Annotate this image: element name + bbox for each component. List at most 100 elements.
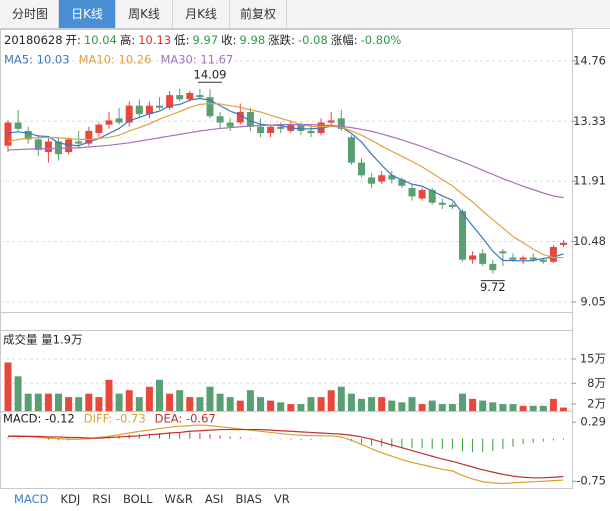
- volume-bar: [216, 393, 224, 411]
- legend-entry: MACD: -0.12: [3, 412, 75, 426]
- legend-entry: MA10: 10.26: [79, 53, 152, 67]
- indicator-tab[interactable]: VR: [273, 492, 290, 506]
- quote-value: -0.80%: [360, 33, 402, 47]
- volume-bar: [44, 393, 52, 411]
- volume-bar: [206, 386, 214, 411]
- candle-body: [24, 130, 32, 140]
- volume-bar: [95, 397, 103, 411]
- candle-body: [277, 126, 285, 129]
- quote-label: 开:: [65, 33, 81, 47]
- candle-body: [297, 124, 305, 131]
- legend-entry: MA30: 11.67: [160, 53, 233, 67]
- candle-body: [560, 242, 567, 245]
- candle-body: [75, 141, 83, 144]
- quote-value: 9.98: [239, 33, 266, 47]
- volume-bar: [65, 397, 73, 411]
- panel-title: 成交量 量1.9万: [3, 333, 82, 347]
- ma-line: [7, 124, 564, 199]
- candle-body: [307, 130, 315, 134]
- volume-bar: [186, 397, 194, 411]
- candle-body: [368, 177, 376, 184]
- volume-bar: [24, 393, 32, 411]
- indicator-tab[interactable]: RSI: [92, 492, 111, 506]
- volume-bar: [529, 405, 537, 411]
- period-tab[interactable]: 月K线: [173, 0, 230, 28]
- y-tick-label: 11.91: [573, 174, 606, 188]
- candle-body: [44, 141, 52, 153]
- macd-line: [8, 428, 564, 479]
- quote-label: 收:: [221, 33, 237, 47]
- volume-bar: [378, 397, 386, 411]
- quote-label: 低:: [174, 33, 190, 47]
- indicator-tab[interactable]: MACD: [14, 492, 49, 506]
- volume-bar: [489, 402, 497, 411]
- ma-line: [7, 97, 564, 262]
- period-tab[interactable]: 周K线: [116, 0, 173, 28]
- candle-body: [337, 118, 345, 129]
- volume-bar: [34, 393, 42, 411]
- candle-body: [428, 190, 436, 203]
- volume-bar: [519, 405, 527, 411]
- volume-bar: [469, 398, 477, 411]
- candle-body: [459, 211, 466, 260]
- period-tab[interactable]: 前复权: [230, 0, 287, 28]
- candle-body: [206, 97, 214, 117]
- indicator-tab[interactable]: KDJ: [60, 492, 81, 506]
- volume-bar: [196, 397, 204, 411]
- candle-body: [358, 162, 365, 176]
- volume-bar: [115, 393, 123, 411]
- candle-body: [509, 257, 517, 260]
- y-tick-label: 13.33: [573, 114, 606, 128]
- period-tab[interactable]: 日K线: [59, 0, 116, 28]
- y-tick-label: 8万: [587, 376, 606, 390]
- volume-bar: [307, 397, 315, 411]
- candle-body: [95, 124, 103, 134]
- volume-bar: [166, 393, 174, 411]
- candle-body: [115, 118, 123, 123]
- candle-body: [378, 175, 386, 182]
- quote-value: 10.04: [83, 33, 117, 47]
- legend-entry: DIFF: -0.73: [84, 412, 146, 426]
- indicator-tab[interactable]: BIAS: [235, 492, 262, 506]
- quote-label: 涨幅:: [330, 33, 358, 47]
- y-tick-label: 0.29: [580, 415, 606, 429]
- volume-bar: [4, 362, 12, 411]
- candle-body: [257, 126, 264, 134]
- candle-body: [398, 179, 406, 186]
- ma-line: [7, 102, 564, 259]
- candle-body: [196, 95, 204, 98]
- candle-body: [236, 111, 244, 123]
- y-tick-label: -0.75: [576, 474, 606, 488]
- candle-body: [539, 259, 547, 262]
- period-tab[interactable]: 分时图: [2, 0, 59, 28]
- volume-bar: [539, 405, 547, 411]
- volume-bar: [509, 404, 517, 411]
- volume-bar: [246, 390, 254, 411]
- volume-bar: [479, 400, 487, 411]
- candle-body: [65, 139, 73, 153]
- quote-value: 10.13: [138, 33, 172, 47]
- volume-bar: [448, 404, 456, 411]
- indicator-tabs: MACD KDJ RSI BOLL W&R ASI BIAS VR: [14, 489, 302, 509]
- volume-bar: [459, 393, 466, 411]
- volume-bar: [226, 397, 234, 411]
- candle-body: [479, 253, 487, 264]
- indicator-tab[interactable]: ASI: [204, 492, 224, 506]
- candle-body: [347, 137, 355, 163]
- indicator-tab[interactable]: W&R: [164, 492, 193, 506]
- candle-body: [438, 202, 446, 205]
- volume-bar: [347, 393, 355, 411]
- indicator-tab[interactable]: BOLL: [122, 492, 153, 506]
- candle-body: [4, 122, 12, 146]
- annotation: 14.09: [194, 68, 227, 82]
- macd-line: [8, 424, 564, 485]
- volume-bar: [398, 402, 406, 411]
- volume-bar: [327, 390, 335, 411]
- candle-body: [388, 175, 396, 180]
- volume-bar: [287, 404, 295, 411]
- quote-label: 涨跌:: [268, 33, 296, 47]
- volume-bar: [560, 407, 567, 411]
- candle-body: [186, 92, 194, 100]
- annotation: 9.72: [480, 280, 506, 294]
